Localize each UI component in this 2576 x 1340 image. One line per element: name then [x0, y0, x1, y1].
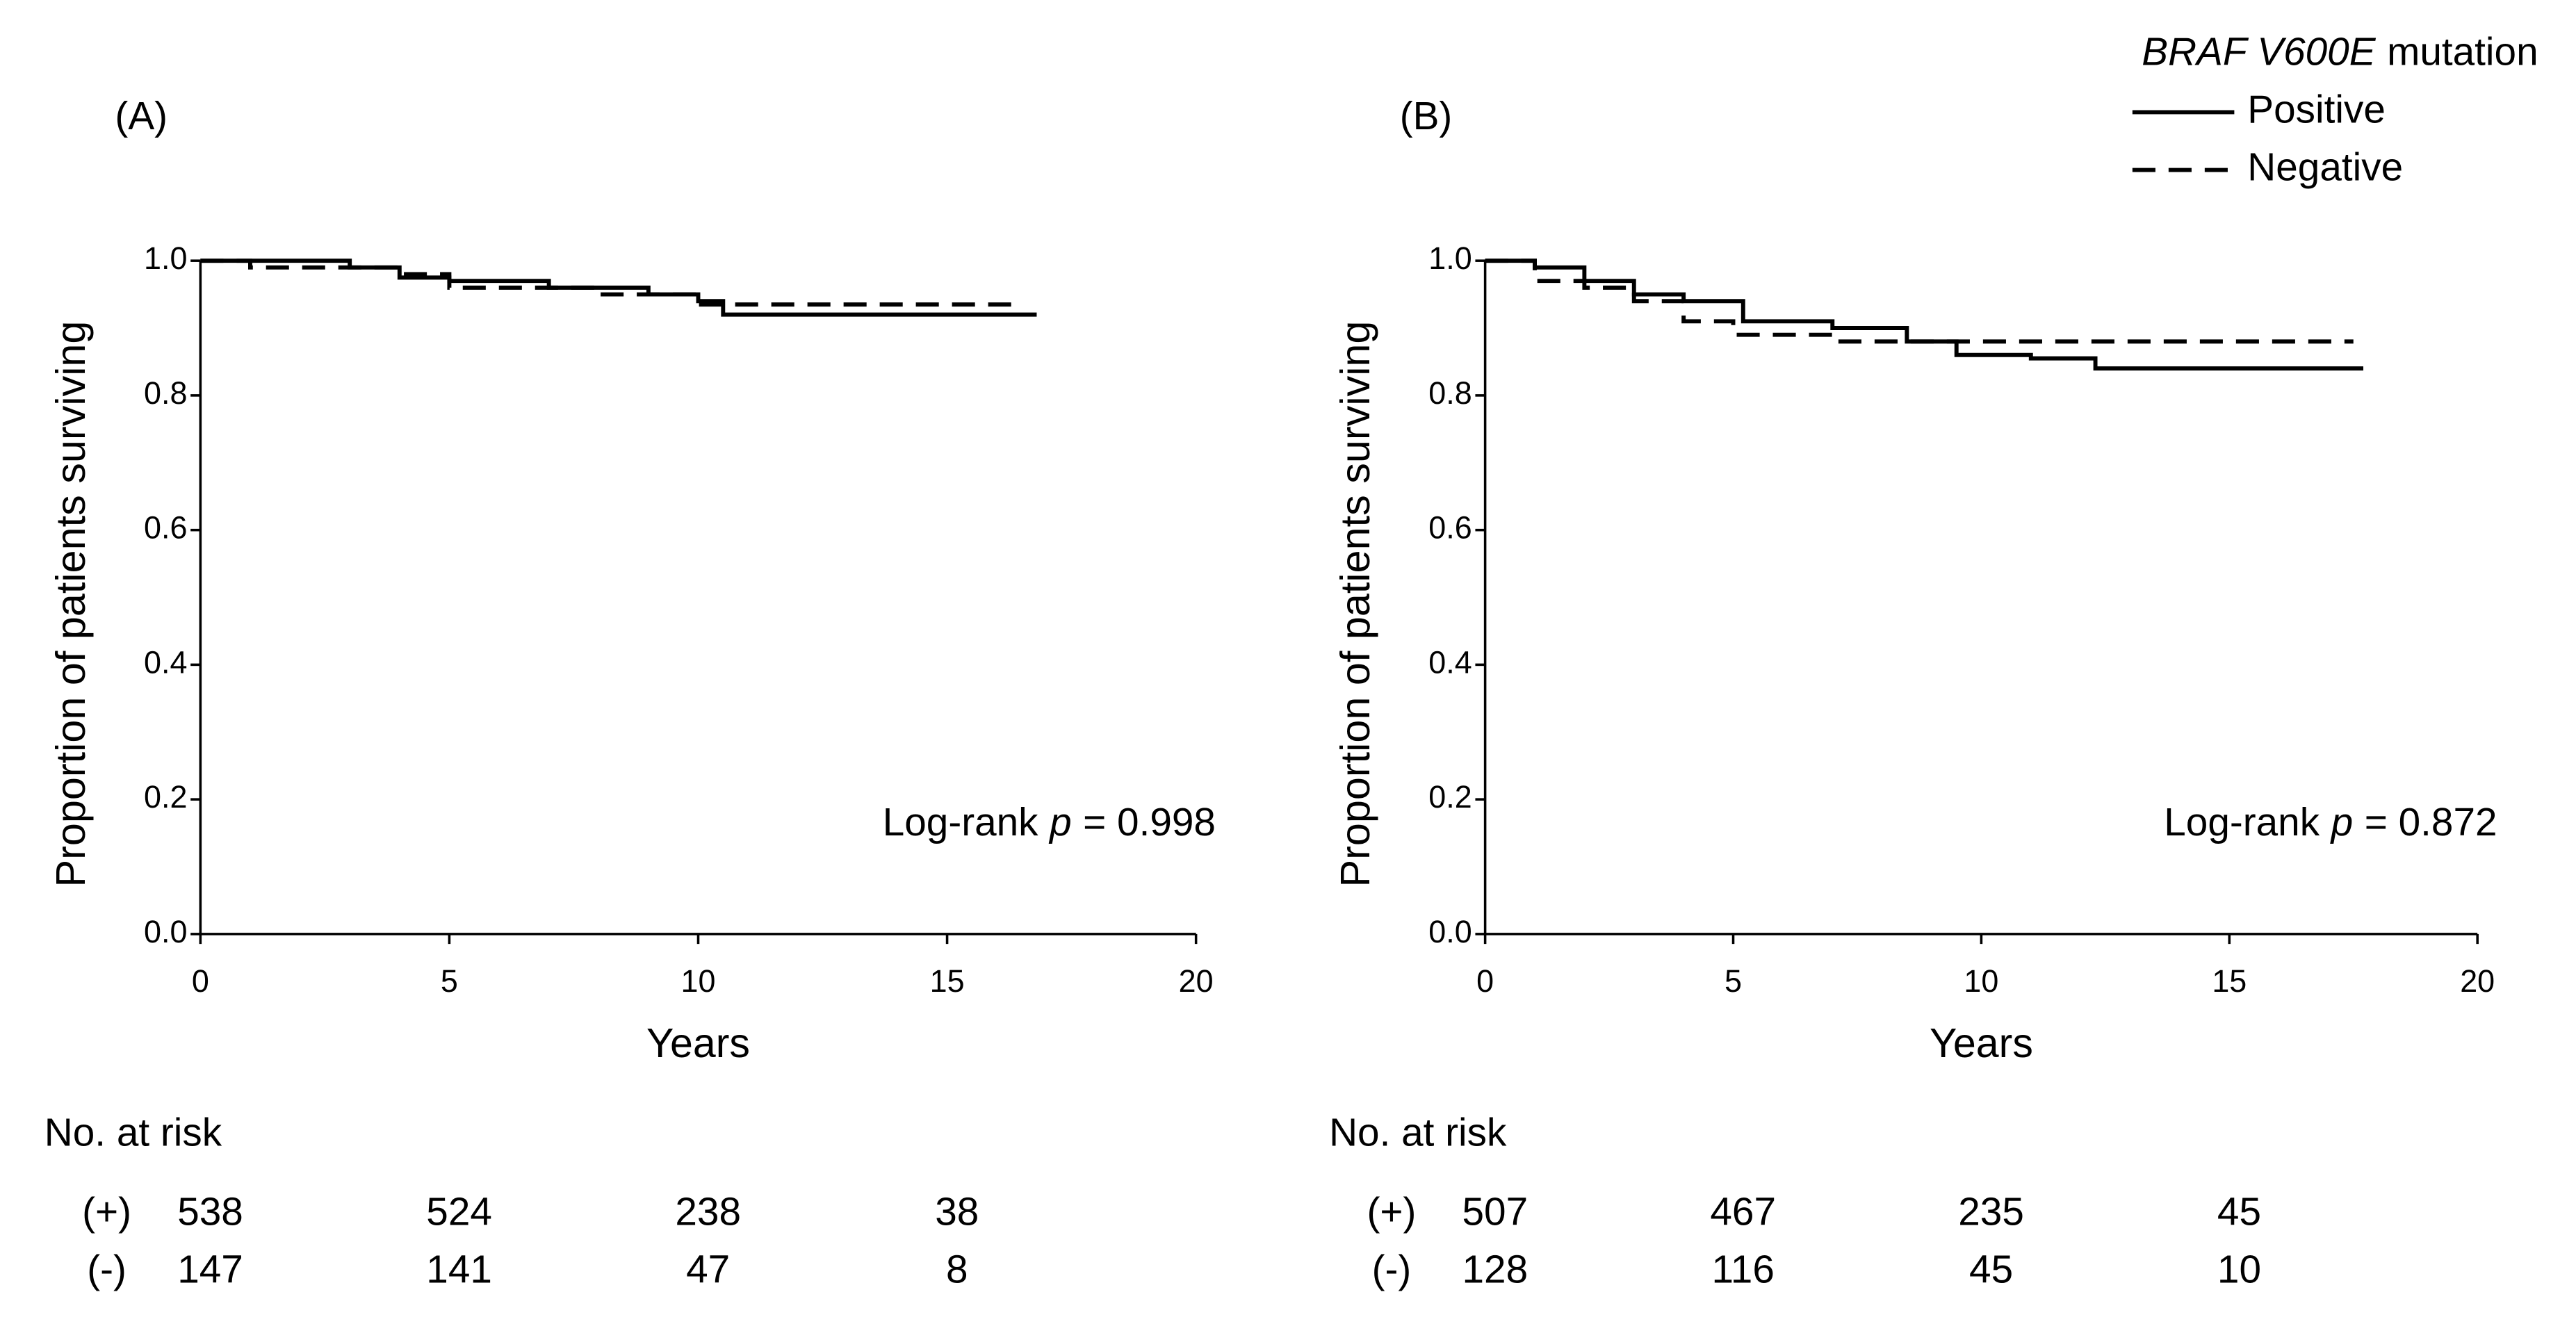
y-tick-label: 1.0	[144, 240, 187, 276]
y-tick-label: 0.8	[1428, 375, 1472, 411]
risk-value: 45	[2217, 1190, 2261, 1234]
survival-curve	[1485, 259, 2354, 344]
risk-value: 538	[177, 1190, 243, 1234]
annotation-text: = 0.998	[1083, 801, 1216, 844]
legend-title-italic: BRAF V600E	[2142, 30, 2376, 74]
panel-label: (A)	[115, 95, 168, 138]
x-axis-title: Years	[1930, 1020, 2033, 1066]
risk-title: No. at risk	[44, 1111, 222, 1155]
annotation-text: Log-rank	[2164, 801, 2320, 844]
x-tick-label: 20	[1179, 963, 1214, 999]
risk-row-label: (+)	[1367, 1190, 1416, 1234]
legend-title-text: mutation	[2387, 30, 2538, 74]
risk-value: 10	[2217, 1248, 2261, 1292]
risk-value: 238	[675, 1190, 741, 1234]
risk-value: 467	[1710, 1190, 1776, 1234]
x-axis-title: Years	[646, 1020, 750, 1066]
risk-value: 507	[1462, 1190, 1528, 1234]
risk-row-label: (-)	[1372, 1248, 1412, 1292]
annotation: Log-rank p = 0.872	[2164, 801, 2497, 844]
risk-value: 524	[426, 1190, 492, 1234]
risk-value: 38	[935, 1190, 979, 1234]
x-tick-label: 15	[930, 963, 965, 999]
y-tick-label: 0.4	[144, 644, 187, 680]
y-tick-label: 0.6	[144, 509, 187, 545]
y-tick-label: 0.0	[144, 914, 187, 949]
x-tick-label: 10	[1964, 963, 1998, 999]
survival-curve	[200, 259, 1022, 307]
y-axis-title: Proportion of patients surviving	[1332, 321, 1378, 888]
annotation-italic: p	[2330, 801, 2354, 844]
survival-curve	[1485, 259, 2364, 371]
risk-value: 235	[1958, 1190, 2024, 1234]
legend-label: Negative	[2247, 145, 2403, 189]
risk-value: 8	[946, 1248, 968, 1292]
risk-row-label: (-)	[87, 1248, 127, 1292]
risk-value: 47	[686, 1248, 730, 1292]
risk-value: 141	[426, 1248, 492, 1292]
legend-title: BRAF V600E mutation	[2142, 30, 2538, 74]
risk-value: 45	[1969, 1248, 2013, 1292]
annotation-text: = 0.872	[2365, 801, 2497, 844]
y-axis-title: Proportion of patients surviving	[47, 321, 94, 888]
legend-label: Positive	[2247, 88, 2386, 131]
risk-title: No. at risk	[1329, 1111, 1507, 1155]
annotation-text: Log-rank	[883, 801, 1038, 844]
risk-value: 128	[1462, 1248, 1528, 1292]
x-tick-label: 15	[2212, 963, 2247, 999]
survival-curve	[200, 259, 1037, 317]
x-tick-label: 0	[192, 963, 209, 999]
risk-value: 147	[177, 1248, 243, 1292]
x-tick-label: 5	[1725, 963, 1742, 999]
panel-label: (B)	[1400, 95, 1453, 138]
y-tick-label: 0.8	[144, 375, 187, 411]
y-tick-label: 0.6	[1428, 509, 1472, 545]
y-tick-label: 0.2	[1428, 779, 1472, 815]
y-tick-label: 0.4	[1428, 644, 1472, 680]
y-tick-label: 0.0	[1428, 914, 1472, 949]
x-tick-label: 10	[681, 963, 716, 999]
annotation: Log-rank p = 0.998	[883, 801, 1216, 844]
risk-row-label: (+)	[82, 1190, 131, 1234]
x-tick-label: 5	[441, 963, 458, 999]
y-tick-label: 0.2	[144, 779, 187, 815]
x-tick-label: 20	[2460, 963, 2495, 999]
annotation-italic: p	[1048, 801, 1072, 844]
risk-value: 116	[1711, 1248, 1774, 1292]
y-tick-label: 1.0	[1428, 240, 1472, 276]
x-tick-label: 0	[1476, 963, 1494, 999]
